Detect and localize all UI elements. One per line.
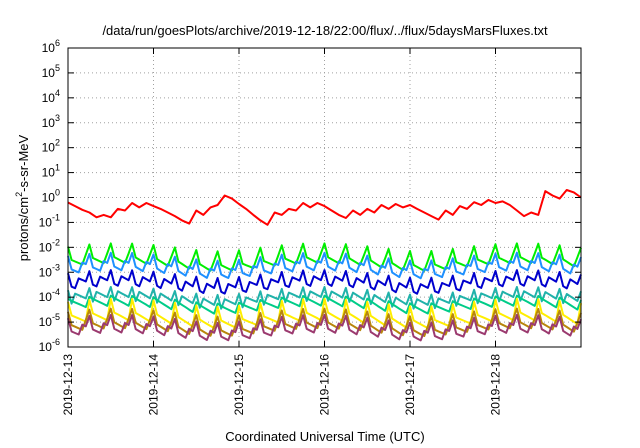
y-tick-label: 10-4: [39, 287, 60, 304]
series-line-9: [67, 313, 582, 342]
chart-title: /data/run/goesPlots/archive/2019-12-18/2…: [102, 23, 548, 38]
y-tick-label: 101: [42, 163, 60, 180]
series-line-4: [67, 269, 582, 295]
y-tick-label: 10-1: [39, 212, 60, 229]
x-tick-label: 2019-12-16: [318, 354, 332, 416]
y-tick-label: 10-5: [39, 312, 60, 329]
y-axis: 10-6 10-5 10-4 10-3 10-2 10-1 100 101 102 103 104 1…: [39, 38, 581, 354]
x-tick-label: 2019-12-15: [232, 354, 246, 416]
series-line-1: [67, 189, 582, 226]
y-tick-label: 103: [42, 113, 60, 130]
x-tick-label: 2019-12-14: [147, 354, 161, 416]
series-line-3: [67, 251, 582, 280]
y-tick-label: 104: [42, 88, 60, 105]
series-line-8: [67, 307, 582, 337]
y-tick-label: 100: [42, 188, 60, 205]
y-axis-title: protons/cm2-s-sr-MeV: [14, 134, 31, 261]
series-line-2: [67, 242, 582, 272]
series-line-6: [67, 294, 582, 315]
x-axis-title: Coordinated Universal Time (UTC): [225, 429, 424, 444]
series-line-7: [67, 297, 582, 329]
y-tick-label: 10-6: [39, 337, 60, 354]
y-tick-label: 105: [42, 63, 60, 80]
x-tick-label: 2019-12-13: [61, 354, 75, 416]
x-tick-label: 2019-12-18: [489, 354, 503, 416]
x-tick-label: 2019-12-17: [403, 354, 417, 416]
x-axis: 2019-12-13 2019-12-14 2019-12-15 2019-12-16…: [61, 48, 503, 415]
series-layer: [67, 189, 582, 342]
y-tick-label: 10-2: [39, 237, 60, 254]
y-tick-label: 10-3: [39, 262, 60, 279]
series-line-5: [67, 286, 582, 310]
y-tick-label: 102: [42, 138, 60, 155]
y-tick-label: 106: [42, 38, 60, 55]
